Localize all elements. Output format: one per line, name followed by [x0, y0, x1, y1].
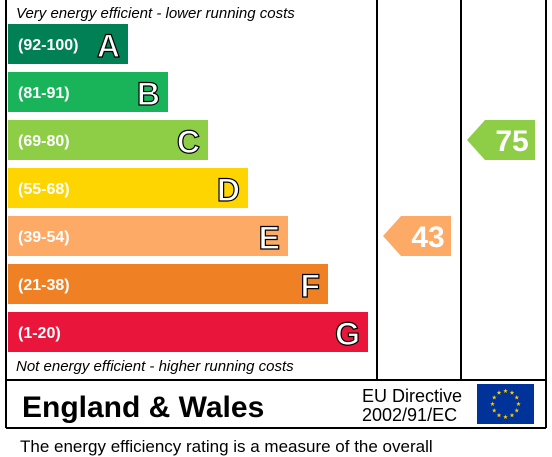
rating-arrow-shape: [383, 216, 451, 256]
band-letter: E: [259, 220, 280, 256]
band-letter: G: [335, 316, 360, 352]
rating-arrow-43: 43: [383, 216, 451, 256]
eu-flag-icon: [477, 384, 534, 424]
band-bar: [8, 216, 288, 256]
band-range-label: (55-68): [18, 181, 70, 198]
band-range-label: (21-38): [18, 277, 70, 294]
band-letter: A: [97, 28, 120, 64]
band-range-label: (69-80): [18, 133, 70, 150]
top-label: Very energy efficient - lower running co…: [16, 5, 295, 22]
band-c: (69-80) C: [8, 120, 208, 161]
rating-bands: (92-100) A (81-91) B (69-80) C (55-68) D (39-54)…: [8, 24, 368, 353]
rating-arrow-75: 75: [467, 120, 535, 160]
band-a: (92-100) A: [8, 24, 128, 65]
band-letter: B: [137, 76, 160, 112]
band-bar: [8, 72, 168, 112]
bottom-label: Not energy efficient - higher running co…: [16, 358, 294, 375]
band-bar: [8, 264, 328, 304]
rating-value: 75: [495, 125, 528, 158]
rating-arrow-shape: [467, 120, 535, 160]
directive-line-2: 2002/91/EC: [362, 405, 457, 425]
band-b: (81-91) B: [8, 72, 168, 113]
rating-value: 43: [411, 221, 444, 254]
band-d: (55-68) D: [8, 168, 248, 209]
band-range-label: (1-20): [18, 325, 61, 342]
band-g: (1-20) G: [8, 312, 368, 353]
region-title: England & Wales: [22, 391, 264, 424]
band-letter: C: [177, 124, 200, 160]
energy-rating-chart: Very energy efficient - lower running co…: [5, 0, 547, 429]
band-e: (39-54) E: [8, 216, 288, 257]
band-bar: [8, 168, 248, 208]
band-bar: [8, 312, 368, 352]
band-letter: D: [217, 172, 240, 208]
band-bar: [8, 24, 128, 64]
caption-text: The energy efficiency rating is a measur…: [20, 437, 433, 456]
rating-arrows: 43 75: [383, 120, 535, 256]
band-range-label: (81-91): [18, 85, 70, 102]
band-bar: [8, 120, 208, 160]
directive-line-1: EU Directive: [362, 386, 462, 406]
band-range-label: (39-54): [18, 229, 70, 246]
band-f: (21-38) F: [8, 264, 328, 305]
band-range-label: (92-100): [18, 37, 78, 54]
band-letter: F: [300, 268, 320, 304]
